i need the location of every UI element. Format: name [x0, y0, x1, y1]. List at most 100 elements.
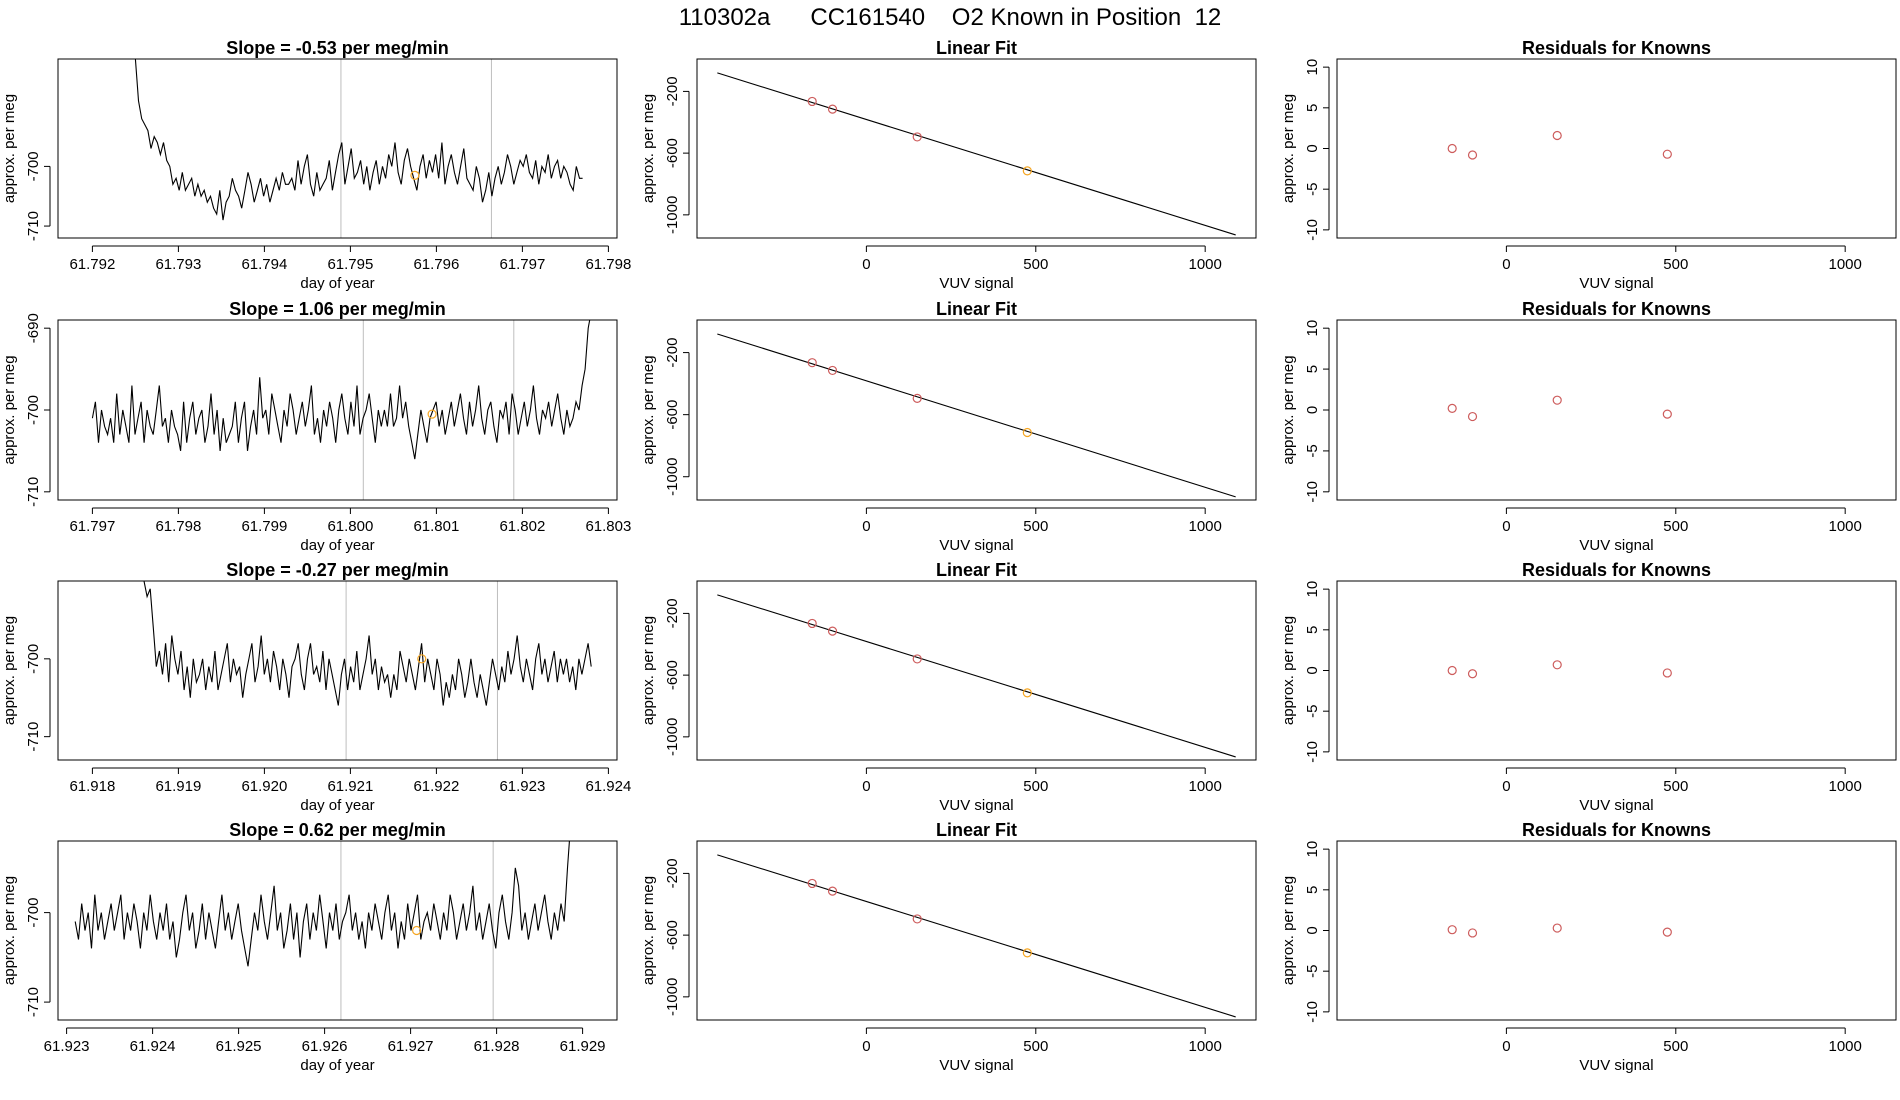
x-tick-label: 61.928: [474, 1038, 520, 1055]
y-tick-label: 5: [1304, 365, 1321, 373]
panel-marks: [717, 594, 1236, 758]
x-tick-label: 61.929: [560, 1038, 606, 1055]
plot-box: [1336, 319, 1897, 501]
known-point: [1447, 925, 1457, 935]
x-tick-label: 0: [862, 1038, 870, 1055]
known-point: [1467, 411, 1478, 422]
plot-box: [1336, 580, 1897, 761]
y-tick-label: 0: [1304, 406, 1321, 414]
plot-box: [57, 840, 618, 1021]
x-tick-label: 61.798: [155, 518, 201, 535]
x-tick-label: 61.798: [585, 256, 631, 273]
panel-marks: [1447, 660, 1672, 679]
x-tick-label: 500: [1023, 518, 1048, 535]
plot-box: [696, 580, 1257, 761]
x-tick-label: 0: [1502, 256, 1510, 273]
x-axis-label: day of year: [300, 537, 374, 554]
x-axis-label: day of year: [300, 797, 374, 814]
y-tick-label: -200: [664, 598, 681, 628]
panel-title: Slope = -0.53 per meg/min: [226, 38, 449, 58]
x-tick-label: 0: [1502, 1038, 1510, 1055]
y-tick-label: -5: [1304, 183, 1321, 196]
y-tick-label: -710: [25, 987, 42, 1017]
x-axis-label: VUV signal: [1579, 1057, 1653, 1074]
panel-marks: [134, 59, 583, 238]
known-point: [1467, 928, 1478, 938]
y-tick-label: -1000: [664, 196, 681, 234]
known-point: [1447, 143, 1457, 154]
known-point: [827, 626, 838, 636]
known-point: [912, 654, 922, 664]
known-point: [1552, 395, 1562, 405]
y-tick-label: -5: [1304, 444, 1321, 457]
y-tick-label: -200: [664, 76, 681, 106]
x-tick-label: 500: [1023, 1038, 1048, 1055]
y-tick-label: -700: [25, 898, 42, 928]
y-tick-label: -1000: [664, 978, 681, 1016]
x-tick-label: 500: [1663, 778, 1688, 795]
x-tick-label: 61.803: [585, 518, 631, 535]
panel-title: Residuals for Knowns: [1522, 299, 1711, 319]
y-tick-label: -600: [664, 400, 681, 430]
known-point: [912, 393, 922, 403]
plot-box: [696, 319, 1257, 501]
x-tick-label: 1000: [1188, 256, 1221, 273]
x-tick-label: 61.921: [327, 778, 373, 795]
y-tick-label: 5: [1304, 626, 1321, 634]
x-tick-label: 1000: [1828, 1038, 1861, 1055]
x-axis-label: VUV signal: [939, 1057, 1013, 1074]
panel-title: Residuals for Knowns: [1522, 560, 1711, 580]
panel-marks: [74, 841, 570, 1020]
panel-title: Slope = 0.62 per meg/min: [229, 820, 446, 840]
plot-box: [57, 580, 618, 761]
x-axis-label: VUV signal: [1579, 537, 1653, 554]
y-axis-label: approx. per meg: [1, 94, 18, 203]
x-tick-label: 61.918: [69, 778, 115, 795]
known-point: [912, 132, 922, 142]
known-point: [1662, 149, 1672, 159]
known-point: [1447, 665, 1457, 676]
known-point: [1662, 409, 1672, 419]
x-tick-label: 500: [1023, 256, 1048, 273]
known-point: [807, 358, 817, 368]
signal-line: [134, 59, 583, 221]
y-tick-label: 10: [1304, 581, 1321, 598]
y-tick-label: -700: [25, 395, 42, 425]
y-axis-label: approx. per meg: [1280, 94, 1297, 203]
x-tick-label: 61.797: [499, 256, 545, 273]
y-tick-label: -10: [1304, 1001, 1321, 1023]
sample-point: [412, 925, 422, 936]
x-tick-label: 61.923: [44, 1038, 90, 1055]
y-tick-label: -600: [664, 660, 681, 690]
sample-point: [1022, 166, 1032, 176]
x-tick-label: 61.802: [499, 518, 545, 535]
x-tick-label: 61.924: [130, 1038, 176, 1055]
known-point: [1552, 923, 1562, 933]
signal-line: [143, 581, 592, 706]
known-point: [1467, 669, 1478, 679]
x-tick-label: 61.920: [241, 778, 287, 795]
y-tick-label: 10: [1304, 841, 1321, 858]
fit-line: [717, 854, 1236, 1018]
x-tick-label: 1000: [1188, 518, 1221, 535]
plot-box: [1336, 58, 1897, 239]
plot-box: [696, 840, 1257, 1021]
y-tick-label: -200: [664, 858, 681, 888]
y-axis-label: approx. per meg: [640, 94, 657, 203]
x-tick-label: 61.796: [413, 256, 459, 273]
x-tick-label: 61.926: [302, 1038, 348, 1055]
x-tick-label: 0: [1502, 778, 1510, 795]
signal-line: [74, 841, 570, 967]
y-tick-label: -10: [1304, 741, 1321, 763]
y-axis-label: approx. per meg: [1, 616, 18, 725]
x-tick-label: 61.794: [241, 256, 287, 273]
x-tick-label: 1000: [1828, 778, 1861, 795]
figure-title: 110302a CC161540 O2 Known in Position 12: [678, 4, 1222, 31]
plot-box: [57, 319, 618, 501]
y-tick-label: -710: [25, 211, 42, 241]
fit-line: [717, 72, 1236, 236]
panel-marks: [1447, 130, 1672, 160]
y-tick-label: -200: [664, 338, 681, 368]
x-tick-label: 61.800: [327, 518, 373, 535]
